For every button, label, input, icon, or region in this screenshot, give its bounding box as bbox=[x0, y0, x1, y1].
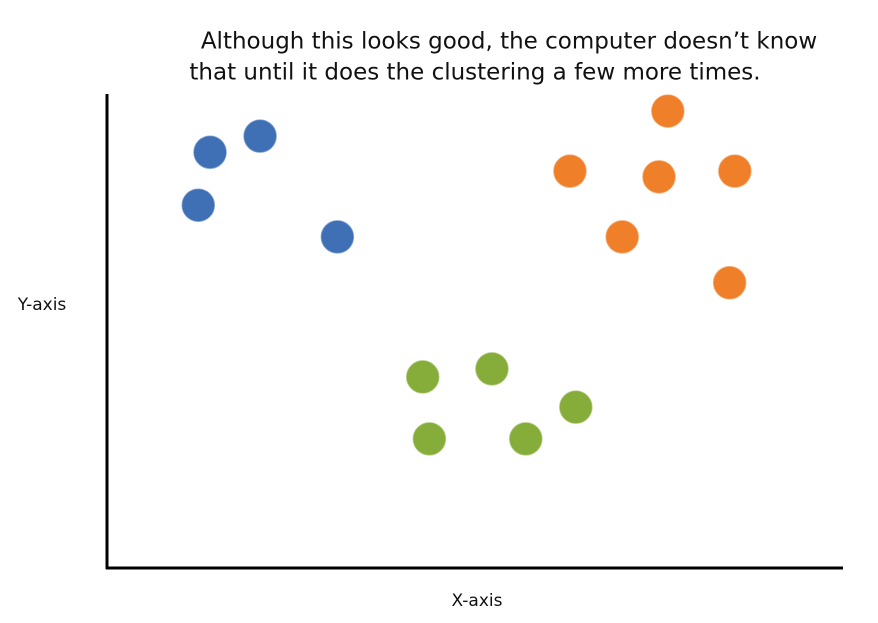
chart-title: that until it does the clustering a few … bbox=[189, 60, 760, 86]
y-axis-label: Y-axis bbox=[17, 295, 67, 315]
scatter-point bbox=[651, 94, 685, 128]
scatter-point bbox=[405, 360, 440, 394]
scatter-point bbox=[243, 119, 277, 153]
scatter-point bbox=[642, 160, 676, 194]
scatter-point bbox=[718, 154, 752, 188]
scatter-point bbox=[509, 422, 543, 456]
scatter-point bbox=[193, 135, 227, 169]
scatter-point bbox=[412, 422, 447, 456]
scatter-point bbox=[712, 266, 747, 300]
x-axis-label: X-axis bbox=[452, 591, 503, 611]
chart-title: Although this looks good, the computer d… bbox=[201, 29, 817, 55]
scatter-point bbox=[605, 220, 639, 254]
scatter-point bbox=[559, 390, 593, 424]
scatter-point bbox=[320, 220, 355, 254]
scatter-point bbox=[181, 188, 216, 222]
scatter-point bbox=[553, 154, 587, 188]
scatter-point bbox=[475, 352, 509, 386]
